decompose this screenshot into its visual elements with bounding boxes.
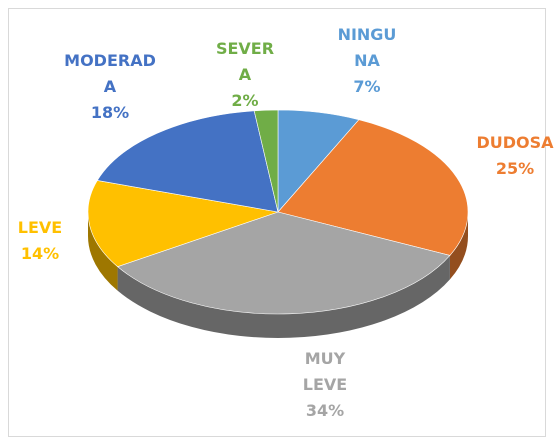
data-label: NINGUNA 7% [335,22,399,100]
value-label: 18% [90,103,130,122]
value-label: 25% [495,159,535,178]
value-label: 2% [231,91,259,110]
pie-slice [87,180,279,267]
pie-slice [96,110,279,213]
category-label: DUDOSA [476,133,554,152]
data-label: MODERADA 18% [62,48,158,126]
data-label: MUY LEVE 34% [300,346,350,424]
data-label: DUDOSA 25% [475,130,555,182]
pie-slice-side [88,212,118,291]
pie-slice-side [117,255,450,338]
category-label: MUY LEVE [302,349,348,394]
category-label: LEVE [17,218,63,237]
pie-slice-side [449,212,468,280]
data-label: SEVERA 2% [210,36,280,114]
value-label: 14% [20,244,60,263]
pie-slice [253,109,279,213]
data-label: LEVE 14% [10,215,70,267]
pie-slice [277,119,469,256]
category-label: NINGUNA [337,25,397,70]
value-label: 34% [305,401,345,420]
category-label: MODERADA [64,51,156,96]
value-label: 7% [353,77,381,96]
pie-slice [116,211,451,315]
category-label: SEVERA [215,39,275,84]
